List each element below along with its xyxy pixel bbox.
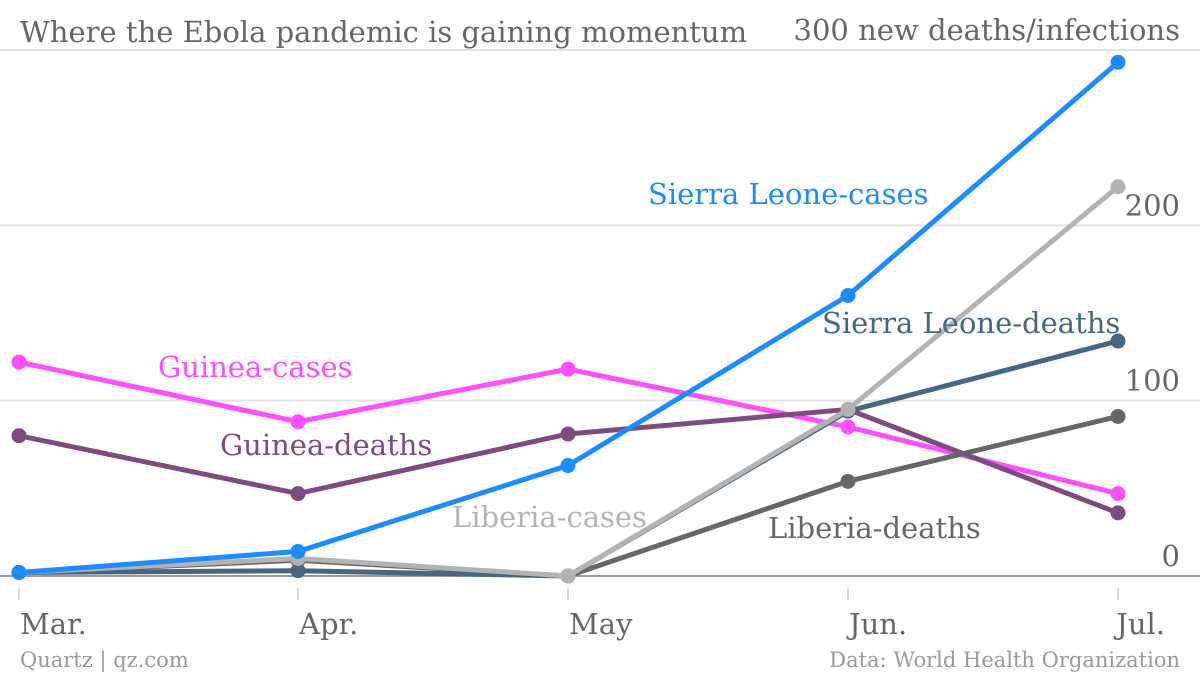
data-point bbox=[1110, 333, 1126, 349]
data-point bbox=[290, 543, 306, 559]
data-point bbox=[1110, 179, 1126, 195]
data-point bbox=[1110, 408, 1126, 424]
series-labels: Guinea-cases Guinea-deaths Liberia-deaths S… bbox=[158, 177, 1120, 545]
data-point bbox=[11, 564, 27, 580]
data-point bbox=[560, 458, 576, 474]
y-tick-label: 200 bbox=[1125, 188, 1180, 222]
data-point bbox=[560, 568, 576, 584]
x-tick-label: Jul. bbox=[1113, 607, 1165, 641]
y-tick-label: 0 bbox=[1162, 539, 1180, 573]
data-point bbox=[1110, 486, 1126, 502]
series-guinea-cases bbox=[11, 354, 1126, 502]
x-tick-labels: Mar. Apr. May Jun. Jul. bbox=[18, 588, 1165, 641]
data-point bbox=[560, 426, 576, 442]
data-point bbox=[840, 473, 856, 489]
data-point bbox=[840, 401, 856, 417]
x-tick-label: Mar. bbox=[20, 607, 87, 641]
series-label: Sierra Leone-cases bbox=[648, 177, 929, 211]
x-tick-label: Apr. bbox=[298, 607, 358, 641]
x-tick-label: May bbox=[569, 607, 633, 641]
source-right: Data: World Health Organization bbox=[829, 648, 1180, 672]
data-point bbox=[840, 287, 856, 303]
data-point bbox=[290, 486, 306, 502]
series-label: Sierra Leone-deaths bbox=[822, 306, 1120, 340]
data-point bbox=[1110, 505, 1126, 521]
data-point bbox=[11, 354, 27, 370]
source-left: Quartz | qz.com bbox=[20, 648, 189, 673]
y-tick-label: 300 new deaths/infections bbox=[794, 13, 1181, 47]
series-label: Guinea-cases bbox=[158, 350, 353, 384]
data-point bbox=[1110, 54, 1126, 70]
data-point bbox=[560, 361, 576, 377]
data-point bbox=[290, 563, 306, 579]
y-tick-labels: 0 100 200 300 new deaths/infections bbox=[794, 13, 1181, 573]
series-label: Guinea-deaths bbox=[220, 428, 432, 462]
data-point bbox=[840, 419, 856, 435]
data-point bbox=[290, 414, 306, 430]
data-point bbox=[11, 428, 27, 444]
x-tick-label: Jun. bbox=[846, 607, 907, 641]
y-tick-label: 100 bbox=[1125, 364, 1180, 398]
series-lines bbox=[11, 54, 1126, 584]
series-sierra-leone-cases bbox=[11, 54, 1126, 580]
series-label: Liberia-cases bbox=[452, 500, 647, 534]
series-label: Liberia-deaths bbox=[768, 511, 981, 545]
chart-title: Where the Ebola pandemic is gaining mome… bbox=[20, 15, 747, 49]
